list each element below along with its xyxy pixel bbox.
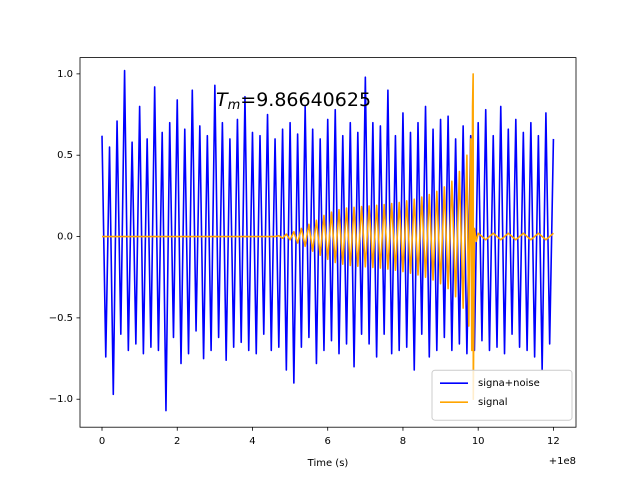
x-tick-label: 8 — [400, 436, 406, 447]
x-tick-label: 4 — [249, 436, 255, 447]
y-tick-label: 1.0 — [57, 69, 73, 80]
y-tick-label: −1.0 — [49, 394, 73, 405]
x-tick-label: 0 — [99, 436, 105, 447]
x-tick-label: 10 — [472, 436, 485, 447]
legend-label: signa+noise — [478, 378, 540, 389]
legend: signa+noise signal — [431, 369, 573, 421]
y-tick-label: 0.0 — [57, 232, 73, 243]
series-line — [102, 73, 554, 401]
annotation-text: =9.86640625 — [240, 89, 371, 111]
legend-label: signal — [478, 397, 508, 408]
x-axis-label: Time (s) — [307, 458, 349, 469]
x-tick-label: 2 — [174, 436, 180, 447]
y-tick-label: 0.5 — [57, 150, 73, 161]
annotation: Tm=9.86640625 — [216, 89, 371, 113]
plot-area — [101, 69, 555, 412]
annotation-symbol: T — [216, 89, 229, 111]
annotation-subscript: m — [228, 98, 241, 113]
y-tick-label: −0.5 — [49, 313, 73, 324]
x-offset-label: +1e8 — [549, 456, 576, 467]
x-tick-label: 6 — [325, 436, 331, 447]
x-tick-label: 12 — [547, 436, 560, 447]
series-line — [101, 69, 555, 412]
